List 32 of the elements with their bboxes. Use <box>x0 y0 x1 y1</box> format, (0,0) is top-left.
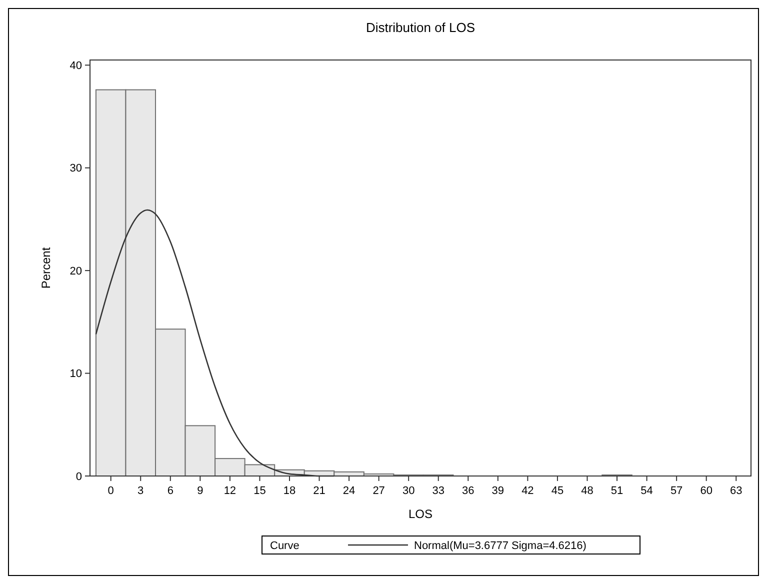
y-tick-label: 30 <box>70 162 82 175</box>
x-tick-label: 42 <box>522 485 534 497</box>
y-tick-label: 0 <box>76 470 82 483</box>
x-tick-label: 60 <box>700 485 712 497</box>
x-tick-label: 51 <box>610 485 624 497</box>
x-tick-label: 3 <box>138 485 144 497</box>
legend-title: Curve <box>270 540 300 552</box>
x-tick-label: 39 <box>492 485 504 497</box>
x-tick-label: 6 <box>167 485 174 497</box>
x-tick-label: 54 <box>640 485 653 497</box>
y-tick-label: 40 <box>70 60 82 72</box>
text: Normal(Mu=3.6777 Sigma=4.6216) <box>414 540 586 552</box>
x-tick-label: 24 <box>342 485 356 497</box>
x-tick-label: 0 <box>108 485 114 497</box>
x-tick-label: 27 <box>372 485 385 497</box>
x-tick-label: 21 <box>313 485 326 497</box>
y-tick-label: 10 <box>70 368 82 380</box>
y-axis-title: Percent <box>39 246 53 289</box>
x-tick-label: 33 <box>432 485 444 497</box>
x-tick-label: 48 <box>581 485 594 497</box>
x-tick-label: 36 <box>462 485 474 497</box>
x-tick-label: 45 <box>551 485 564 497</box>
x-tick-label: 12 <box>224 485 236 497</box>
x-tick-label: 30 <box>402 485 415 497</box>
x-tick-label: 57 <box>670 485 683 497</box>
x-tick-label: 15 <box>254 485 266 497</box>
x-tick-label: 9 <box>197 485 204 497</box>
x-tick-label: 63 <box>730 485 742 497</box>
x-tick-label: 18 <box>283 485 296 497</box>
y-tick-label: 20 <box>70 265 82 278</box>
chart-title: Distribution of LOS <box>366 20 476 35</box>
x-axis-title: LOS <box>408 507 433 521</box>
